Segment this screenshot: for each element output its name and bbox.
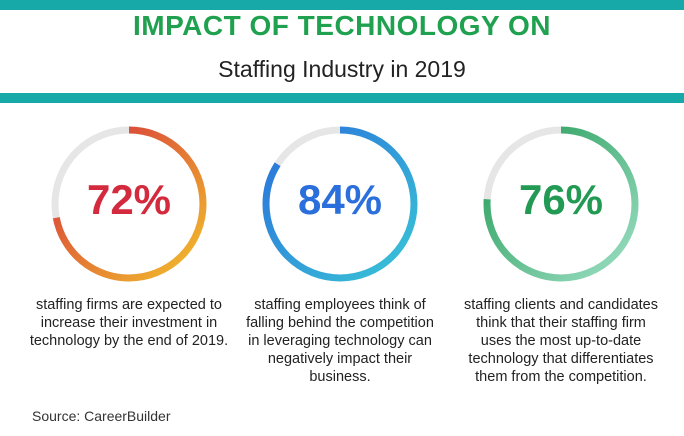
progress-ring-firms <box>51 126 207 282</box>
stat-description-employees: staffing employees think of falling behi… <box>246 297 434 385</box>
infographic-subtitle: Staffing Industry in 2019 <box>218 56 466 82</box>
ring-progress-arc <box>483 126 639 282</box>
infographic-title: IMPACT OF TECHNOLOGY ON <box>132 10 552 41</box>
ring-progress-arc <box>262 126 418 282</box>
stat-value-employees: 84% <box>297 176 383 223</box>
stat-value-firms: 72% <box>86 176 172 223</box>
progress-ring-employees <box>262 126 418 282</box>
progress-ring-clients <box>483 126 639 282</box>
source-credit: Source: CareerBuilder <box>32 408 171 424</box>
top-accent-bar <box>0 0 684 10</box>
header-divider-bar <box>0 93 684 103</box>
ring-progress-arc <box>51 126 207 282</box>
stat-description-clients: staffing clients and candidates think th… <box>463 297 658 385</box>
stat-description-firms: staffing firms are expected to increase … <box>29 297 229 349</box>
stat-value-clients: 76% <box>518 176 604 223</box>
